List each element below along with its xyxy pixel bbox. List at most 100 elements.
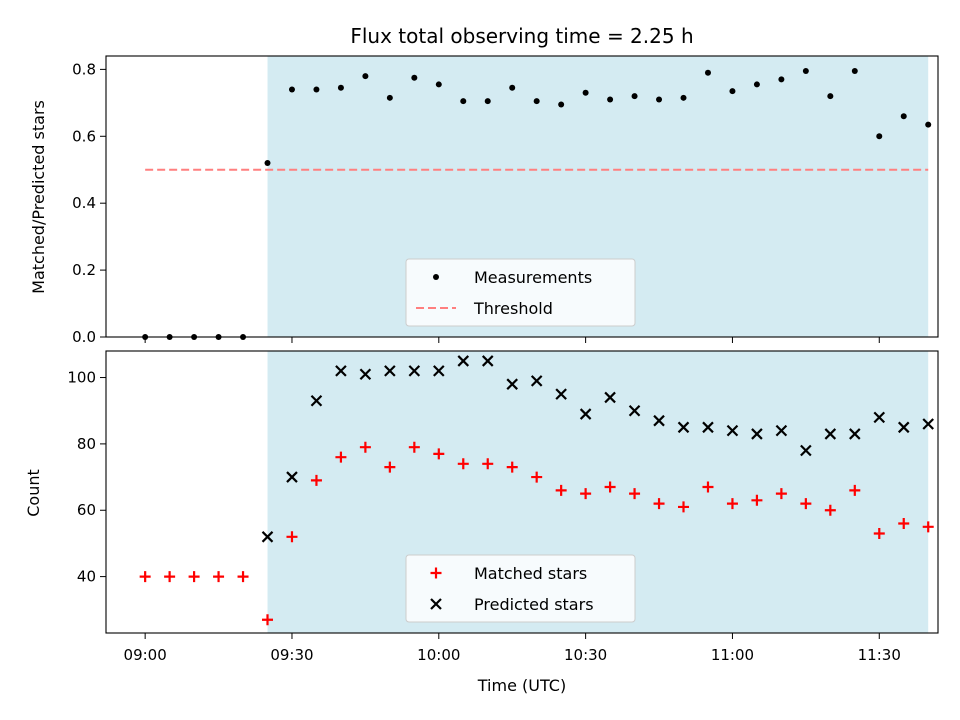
- bottom-panel: 40 60 80 100 09:00 09:30 10:00 10:30 11:00 11:30 M…: [67, 350, 939, 664]
- measurement-point: [264, 160, 271, 167]
- x-tick-label: 10:30: [564, 646, 607, 664]
- matched-star-point: [849, 484, 861, 496]
- y-tick-label: 0.0: [72, 328, 96, 346]
- matched-star-point: [213, 571, 225, 583]
- y-tick-label: 0.2: [72, 261, 96, 279]
- x-tick-label: 09:00: [124, 646, 167, 664]
- predicted-star-point: [751, 428, 763, 440]
- matched-star-point: [898, 518, 910, 530]
- measurement-point: [509, 84, 516, 91]
- measurement-point: [827, 93, 834, 100]
- matched-star-point: [604, 481, 616, 493]
- legend-marker: [430, 598, 442, 610]
- predicted-star-point: [628, 404, 641, 417]
- y-tick-label: 80: [77, 435, 96, 453]
- measurement-point: [337, 84, 344, 91]
- matched-star-point: [335, 451, 347, 463]
- measurement-point: [435, 81, 442, 88]
- predicted-star-point: [286, 471, 298, 483]
- predicted-star-point: [775, 424, 788, 437]
- predicted-star-point: [481, 355, 494, 367]
- matched-star-point: [384, 461, 396, 473]
- measurement-point: [680, 94, 687, 101]
- predicted-star-point: [310, 394, 323, 407]
- matched-star-point: [482, 458, 494, 470]
- measurement-point: [460, 98, 467, 105]
- y-tick-label: 0.6: [72, 127, 96, 145]
- predicted-star-point: [849, 428, 861, 440]
- measurement-point: [925, 121, 932, 128]
- plot-layer: 0.0 0.2 0.4 0.6 0.8 Measurements Threshold 40 60…: [67, 55, 939, 664]
- chart-title: Flux total observing time = 2.25 h: [350, 24, 693, 48]
- measurement-point: [484, 98, 491, 105]
- matched-star-point: [262, 614, 274, 626]
- predicted-star-point: [897, 421, 910, 434]
- legend-box: [405, 258, 636, 327]
- measurement-point: [362, 73, 369, 80]
- x-tick-label: 11:00: [711, 646, 754, 664]
- legend-label: Threshold: [473, 299, 553, 318]
- predicted-star-point: [530, 375, 543, 387]
- predicted-star-point: [922, 418, 934, 430]
- matched-star-point: [800, 498, 812, 510]
- measurement-point: [900, 113, 907, 120]
- measurement-point: [558, 101, 565, 108]
- measurement-point: [851, 68, 858, 75]
- matched-star-point: [139, 571, 151, 583]
- predicted-star-point: [384, 365, 396, 377]
- predicted-star-point: [677, 421, 690, 434]
- predicted-star-point: [433, 365, 445, 377]
- predicted-star-point: [408, 365, 421, 377]
- matched-star-point: [751, 494, 763, 506]
- matched-star-point: [824, 504, 836, 516]
- matched-star-point: [873, 527, 885, 539]
- legend-marker: [430, 567, 442, 579]
- legend-label: Matched stars: [474, 564, 587, 583]
- predicted-star-point: [653, 414, 665, 427]
- predicted-star-point: [506, 378, 518, 390]
- predicted-star-point: [335, 365, 347, 377]
- y-tick-label: 100: [67, 369, 96, 387]
- y-tick-label: 40: [77, 568, 96, 586]
- x-axis-label: Time (UTC): [477, 676, 566, 695]
- measurement-point: [607, 96, 614, 103]
- top-y-axis-label: Matched/Predicted stars: [29, 100, 48, 294]
- y-tick-label: 0.8: [72, 60, 96, 78]
- predicted-star-point: [800, 444, 812, 457]
- measurement-point: [313, 86, 320, 93]
- matched-star-point: [286, 531, 298, 543]
- measurement-point: [582, 89, 589, 96]
- plot-frame: [105, 350, 939, 634]
- x-tick-label: 09:30: [270, 646, 313, 664]
- matched-star-point: [555, 484, 567, 496]
- matched-star-point: [310, 474, 322, 486]
- matched-star-point: [188, 571, 200, 583]
- predicted-star-point: [604, 391, 616, 404]
- predicted-star-point: [261, 531, 274, 543]
- matched-star-point: [531, 471, 543, 483]
- legend: Measurements Threshold: [405, 258, 636, 327]
- predicted-star-point: [579, 408, 592, 420]
- legend: Matched stars Predicted stars: [405, 554, 636, 623]
- matched-star-point: [922, 521, 934, 533]
- x-tick-label: 11:30: [858, 646, 901, 664]
- measurement-point: [876, 133, 883, 140]
- measurement-point: [778, 76, 785, 83]
- legend-marker: [433, 274, 439, 280]
- predicted-star-point: [555, 388, 567, 400]
- measurement-point: [753, 81, 760, 88]
- measurement-point: [631, 93, 638, 100]
- matched-star-point: [433, 448, 445, 460]
- matched-star-point: [506, 461, 518, 473]
- measurement-point: [288, 86, 295, 93]
- matched-star-point: [457, 458, 469, 470]
- predicted-star-point: [359, 368, 372, 381]
- y-tick-label: 0.4: [72, 194, 96, 212]
- predicted-star-point: [457, 355, 470, 367]
- predicted-star-point: [726, 424, 739, 437]
- x-tick-label: 10:00: [417, 646, 460, 664]
- measurement-point: [802, 68, 809, 75]
- matched-star-point: [164, 571, 176, 583]
- measurement-point: [411, 74, 418, 81]
